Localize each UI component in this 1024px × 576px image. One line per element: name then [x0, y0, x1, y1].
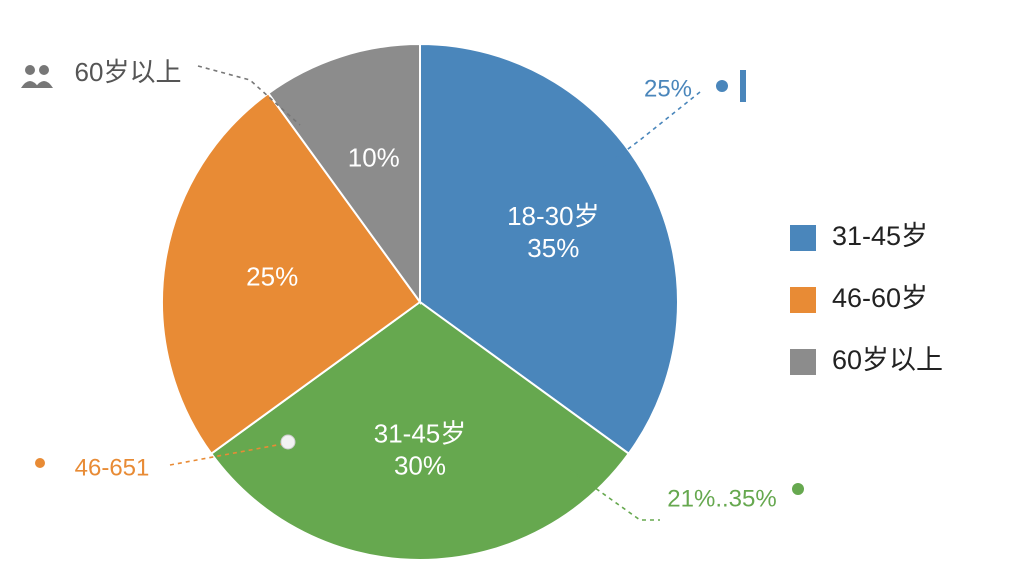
legend-label: 31-45岁 [832, 221, 928, 251]
pie-slice [419, 42, 679, 456]
pie [161, 42, 679, 561]
slice-category: 18-30岁 [507, 201, 600, 231]
legend-label: 60岁以上 [832, 345, 943, 375]
pie-slice [161, 91, 422, 456]
legend-label: 46-60岁 [832, 283, 928, 313]
annotation-dot [35, 458, 45, 468]
slice-category: 31-45岁 [374, 419, 467, 449]
slice-value: 35% [527, 233, 579, 263]
legend-swatch [790, 225, 816, 251]
leader-line [569, 469, 660, 521]
leader-line [599, 91, 701, 171]
slice-value: 10% [348, 143, 400, 173]
annotation-dot [792, 483, 804, 495]
slice-value: 25% [246, 261, 298, 291]
legend: 31-45岁 46-60岁 60岁以上 [790, 221, 943, 375]
annotation: 60岁以上 [75, 57, 182, 87]
annotation: 25% [644, 75, 692, 102]
annotation: 21%..35% [667, 485, 776, 512]
leader-line [197, 65, 301, 126]
legend-swatch [790, 287, 816, 313]
legend-swatch [790, 349, 816, 375]
annotation: 46-651 [75, 454, 150, 481]
slice-value: 30% [394, 451, 446, 481]
annotation-icon [740, 70, 746, 102]
pie-slice [266, 42, 421, 306]
people-icon [21, 65, 53, 88]
annotation-dot [716, 80, 728, 92]
pie-slice [209, 300, 631, 561]
annotation-dot [280, 434, 296, 450]
